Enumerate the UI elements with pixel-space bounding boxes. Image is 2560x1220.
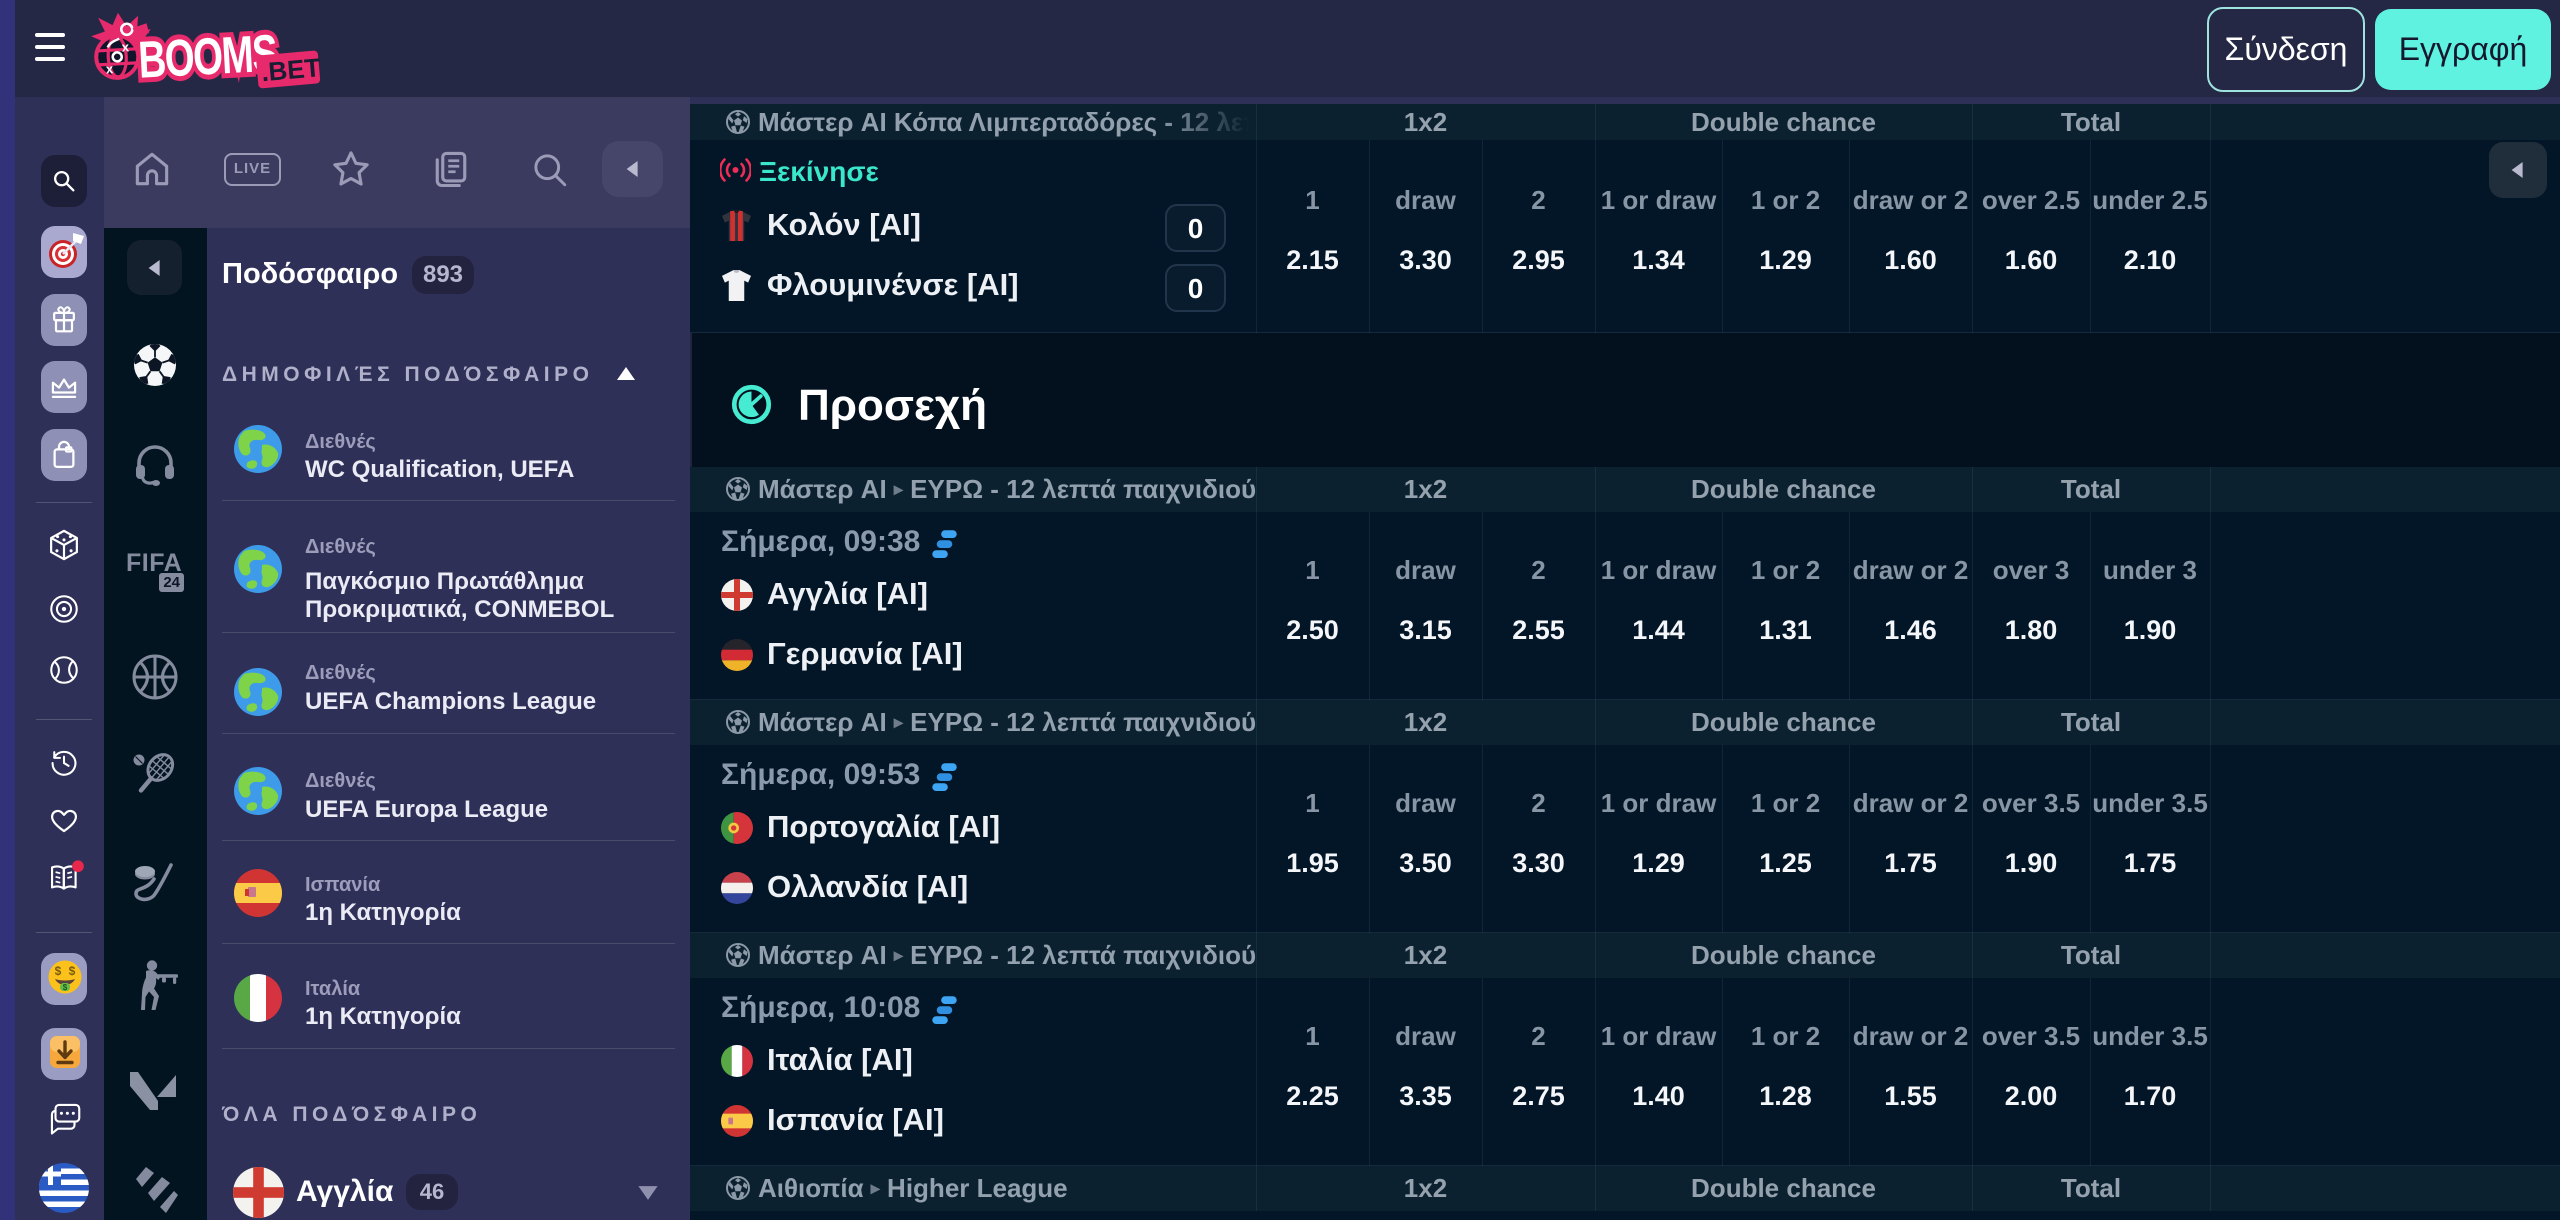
svg-text:$: $: [63, 983, 68, 992]
svg-text:x: x: [121, 39, 130, 54]
svg-text:$: $: [69, 964, 76, 978]
svg-text:$: $: [55, 964, 62, 978]
svg-text:x: x: [105, 61, 114, 76]
svg-text:.BET: .BET: [260, 52, 322, 87]
